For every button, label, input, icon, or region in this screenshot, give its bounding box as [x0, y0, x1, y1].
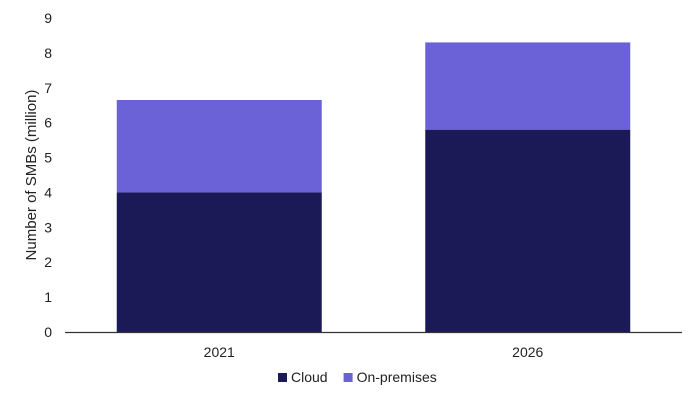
legend-label-on-premises: On-premises — [357, 369, 437, 385]
x-tick-label: 2026 — [512, 344, 543, 360]
y-axis-ticks: 0 1 2 3 4 5 6 7 8 9 — [44, 10, 52, 340]
x-tick-label: 2021 — [204, 344, 235, 360]
y-tick-label: 4 — [44, 184, 52, 200]
bar-2026-cloud — [425, 129, 631, 332]
y-tick-label: 3 — [44, 219, 52, 235]
y-tick-label: 9 — [44, 10, 52, 26]
bar-2021-cloud — [116, 192, 322, 332]
legend-swatch-cloud — [278, 373, 287, 382]
y-tick-label: 2 — [44, 254, 52, 270]
y-tick-label: 7 — [44, 80, 52, 96]
legend: Cloud On-premises — [278, 369, 437, 385]
y-tick-label: 0 — [44, 324, 52, 340]
legend-swatch-on-premises — [343, 373, 353, 382]
y-tick-label: 6 — [44, 115, 52, 131]
y-tick-label: 5 — [44, 150, 52, 166]
y-axis-label: Number of SMBs (million) — [23, 90, 40, 261]
x-axis-ticks: 2021 2026 — [204, 344, 544, 360]
bar-2026-on-premises — [425, 42, 631, 130]
y-tick-label: 1 — [44, 289, 52, 305]
legend-label-cloud: Cloud — [291, 369, 328, 385]
bar-2021-on-premises — [116, 99, 322, 193]
bars — [116, 42, 631, 332]
y-tick-label: 8 — [44, 45, 52, 61]
